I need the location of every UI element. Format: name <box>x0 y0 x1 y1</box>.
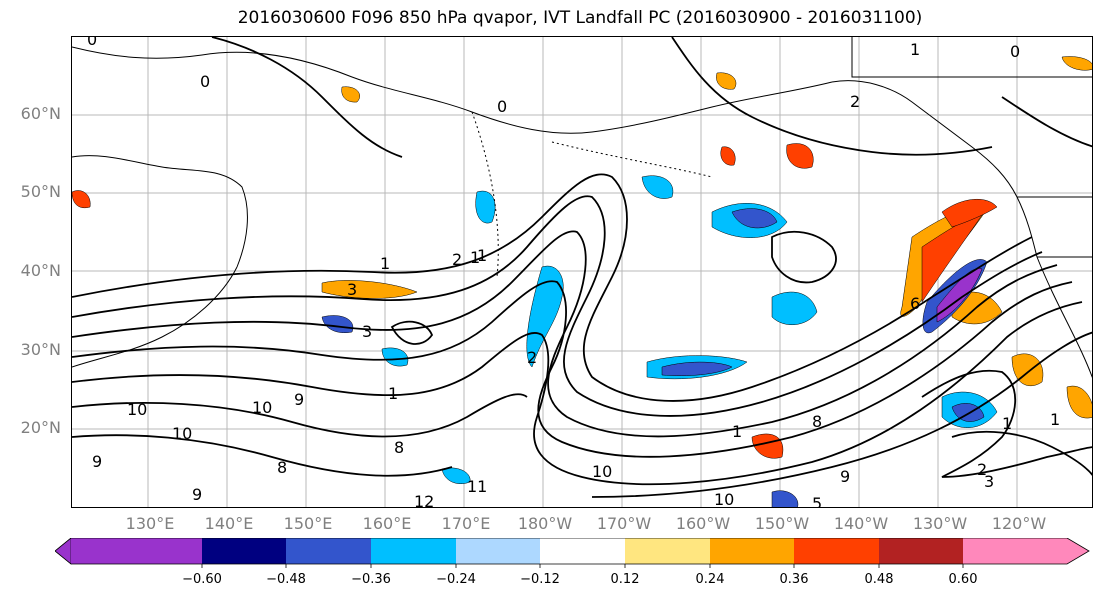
contour-label: 9 <box>294 390 304 409</box>
colorbar-segment <box>71 538 202 564</box>
lat-label: 30°N <box>20 340 61 359</box>
contour-label: 10 <box>127 400 147 419</box>
colorbar-segment <box>710 538 794 564</box>
colorbar-segment <box>794 538 879 564</box>
lon-label: 140°W <box>833 514 889 533</box>
lat-label: 60°N <box>20 104 61 123</box>
colorbar-segment <box>286 538 371 564</box>
colorbar-tick-label: −0.60 <box>182 572 222 587</box>
graticule <box>72 37 1092 507</box>
contour-label: 2 <box>527 348 537 367</box>
contour-label: 8 <box>277 458 287 477</box>
colorbar-segment <box>371 538 456 564</box>
colorbar-tick-label: −0.48 <box>266 572 306 587</box>
colorbar-tick-label: 0.24 <box>695 572 725 587</box>
contour-label: 3 <box>362 322 372 341</box>
contour-label: 5 <box>812 494 822 508</box>
lon-label: 120°W <box>991 514 1047 533</box>
contour-label: 1 <box>732 422 742 441</box>
contour-label: 9 <box>192 485 202 504</box>
colorbar-tick-label: 0.12 <box>610 572 640 587</box>
contour-label: 9 <box>840 467 850 486</box>
contour-label: 10 <box>714 490 734 508</box>
contour-label: 0 <box>1010 42 1020 61</box>
contour-label: 1 <box>1050 410 1060 429</box>
contour-label: 0 <box>87 37 97 49</box>
colorbar-tick-label: −0.12 <box>520 572 560 587</box>
contour-label: 1 <box>380 254 390 273</box>
lat-label: 40°N <box>20 261 61 280</box>
contour-lines <box>72 37 1092 498</box>
lon-label: 150°W <box>754 514 810 533</box>
map-title: 2016030600 F096 850 hPa qvapor, IVT Land… <box>237 8 923 28</box>
contour-label: 0 <box>497 97 507 116</box>
colorbar-tick-label: 0.48 <box>864 572 894 587</box>
contour-label: 2 <box>850 92 860 111</box>
colorbar-tick-label: −0.36 <box>351 572 391 587</box>
lon-label: 140°E <box>204 514 254 533</box>
contour-label: 0 <box>200 72 210 91</box>
contour-label: 12 <box>414 492 434 508</box>
contour-label: 2 <box>977 460 987 479</box>
contour-label: 11 <box>467 477 487 496</box>
lon-label: 130°E <box>125 514 175 533</box>
colorbar-segment <box>202 538 286 564</box>
colorbar-segment <box>625 538 710 564</box>
colorbar-segment <box>879 538 963 564</box>
contour-label: 6 <box>910 294 920 313</box>
lon-label: 170°W <box>596 514 652 533</box>
lon-label: 130°W <box>912 514 968 533</box>
contour-label: 9 <box>92 452 102 471</box>
contour-label: 1 <box>910 40 920 59</box>
lon-label: 150°E <box>283 514 333 533</box>
colorbar-segment <box>456 538 540 564</box>
colorbar-segment <box>540 538 625 564</box>
contour-label: 10 <box>592 462 612 481</box>
contour-label: 8 <box>812 412 822 431</box>
contour-label: 10 <box>252 398 272 417</box>
colorbar <box>55 538 1090 568</box>
colorbar-extend-low <box>55 538 72 565</box>
lat-label: 50°N <box>20 182 61 201</box>
lon-label: 160°W <box>675 514 731 533</box>
contour-label: 1 <box>477 246 487 265</box>
colorbar-tick-label: 0.36 <box>779 572 809 587</box>
colorbar-tick-label: −0.24 <box>436 572 476 587</box>
contour-label-group: 0 0 1 2 1 3 3 2 1 1 1 10 10 8 8 9 10 10 … <box>87 37 1060 508</box>
contour-label: 8 <box>394 438 404 457</box>
colorbar-tick-label: 0.60 <box>948 572 978 587</box>
contour-label: 3 <box>347 280 357 299</box>
colorbar-extend-high <box>963 538 1089 564</box>
contour-label: 3 <box>984 472 994 491</box>
shaded-fields <box>72 56 1092 507</box>
lon-label: 160°E <box>362 514 412 533</box>
map-panel: 0 0 1 2 1 3 3 2 1 1 1 10 10 8 8 9 10 10 … <box>71 36 1093 508</box>
lat-label: 20°N <box>20 418 61 437</box>
contour-label: 2 <box>452 250 462 269</box>
contour-label: 1 <box>388 384 398 403</box>
map-svg: 0 0 1 2 1 3 3 2 1 1 1 10 10 8 8 9 10 10 … <box>72 37 1092 508</box>
lon-label: 170°E <box>441 514 491 533</box>
lon-label: 180°W <box>517 514 573 533</box>
contour-label: 10 <box>172 424 192 443</box>
contour-label: 1 <box>1002 414 1012 433</box>
contour-label: 1 <box>470 248 480 267</box>
coastlines <box>72 37 1092 378</box>
